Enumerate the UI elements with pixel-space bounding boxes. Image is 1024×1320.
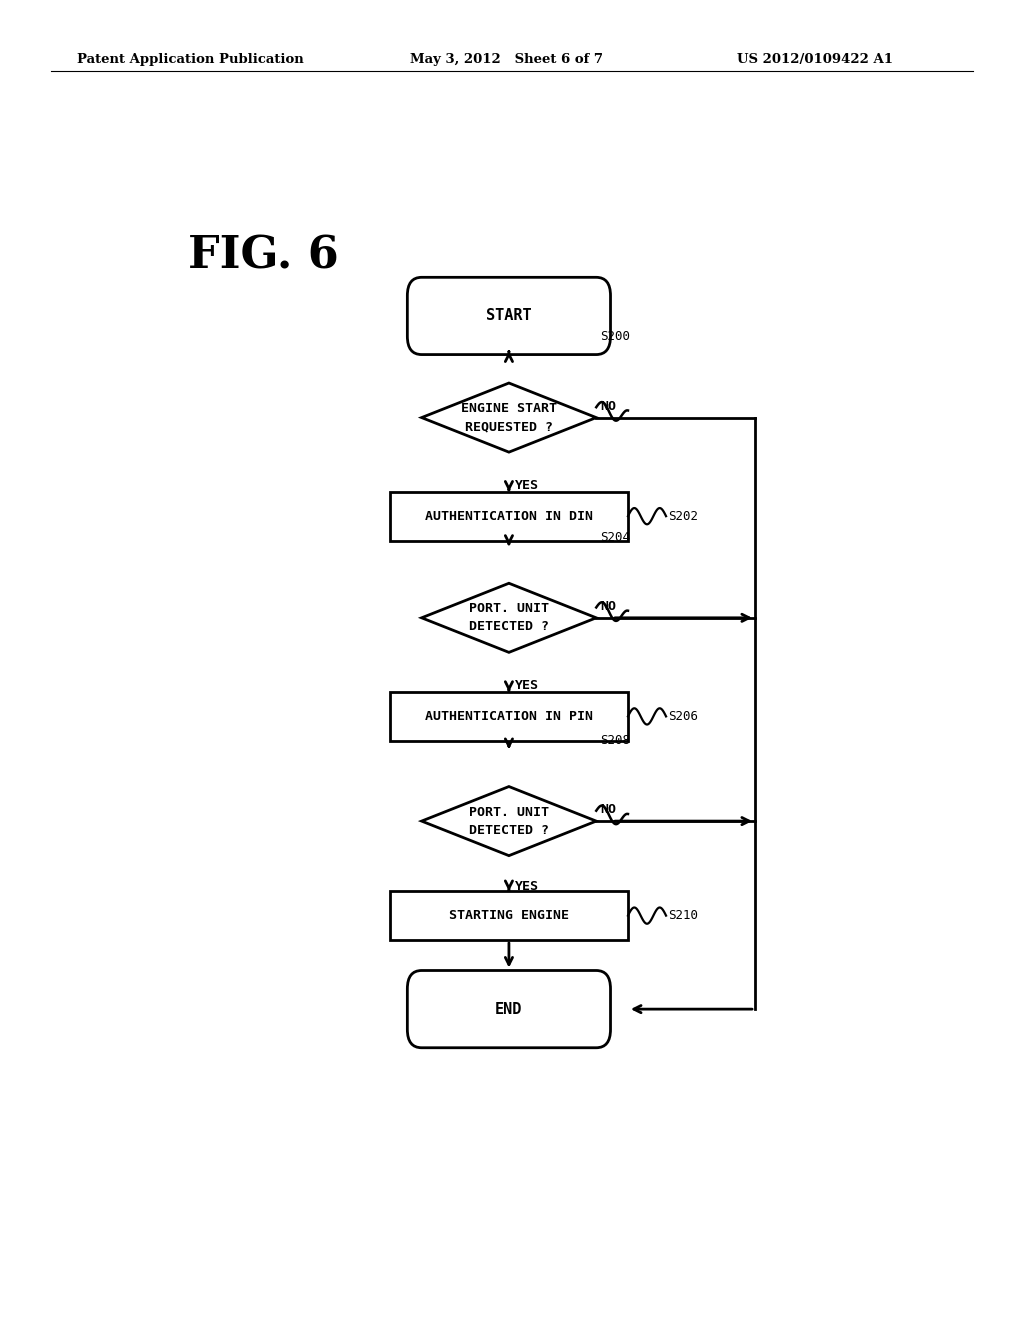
Text: S208: S208	[600, 734, 630, 747]
Text: S202: S202	[668, 510, 697, 523]
Polygon shape	[422, 383, 596, 453]
Text: YES: YES	[515, 678, 540, 692]
Text: S206: S206	[668, 710, 697, 723]
Polygon shape	[422, 583, 596, 652]
Text: May 3, 2012   Sheet 6 of 7: May 3, 2012 Sheet 6 of 7	[410, 53, 602, 66]
FancyBboxPatch shape	[408, 970, 610, 1048]
Text: AUTHENTICATION IN DIN: AUTHENTICATION IN DIN	[425, 510, 593, 523]
Bar	[390, 692, 628, 741]
Text: FIG. 6: FIG. 6	[187, 235, 338, 277]
Text: NO: NO	[600, 400, 616, 412]
Text: S204: S204	[600, 531, 630, 544]
Text: PORT. UNIT
DETECTED ?: PORT. UNIT DETECTED ?	[469, 805, 549, 837]
Polygon shape	[422, 787, 596, 855]
Text: START: START	[486, 309, 531, 323]
Text: YES: YES	[515, 880, 540, 894]
Text: YES: YES	[515, 479, 540, 491]
Text: NO: NO	[600, 599, 616, 612]
Bar	[390, 891, 628, 940]
Text: NO: NO	[600, 803, 616, 816]
Text: S200: S200	[600, 330, 630, 343]
Text: PORT. UNIT
DETECTED ?: PORT. UNIT DETECTED ?	[469, 602, 549, 634]
Text: Patent Application Publication: Patent Application Publication	[77, 53, 303, 66]
Text: AUTHENTICATION IN PIN: AUTHENTICATION IN PIN	[425, 710, 593, 723]
Bar	[390, 492, 628, 541]
Text: US 2012/0109422 A1: US 2012/0109422 A1	[737, 53, 893, 66]
Text: ENGINE START
REQUESTED ?: ENGINE START REQUESTED ?	[461, 403, 557, 433]
FancyBboxPatch shape	[408, 277, 610, 355]
Text: S210: S210	[668, 909, 697, 923]
Text: END: END	[496, 1002, 522, 1016]
Text: STARTING ENGINE: STARTING ENGINE	[449, 909, 569, 923]
